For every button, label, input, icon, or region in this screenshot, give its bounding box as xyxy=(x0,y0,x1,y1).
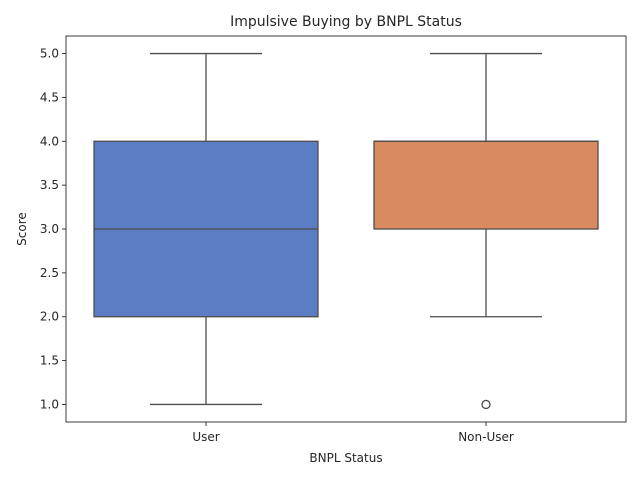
y-tick-label: 1.5 xyxy=(40,354,59,368)
y-tick-label: 1.0 xyxy=(40,397,59,411)
y-tick-label: 2.5 xyxy=(40,266,59,280)
y-tick-label: 2.0 xyxy=(40,310,59,324)
y-tick-label: 5.0 xyxy=(40,47,59,61)
box-group-non-user xyxy=(373,52,599,410)
x-axis: User Non-User xyxy=(192,422,514,444)
chart-title: Impulsive Buying by BNPL Status xyxy=(230,14,462,30)
y-tick-label: 3.5 xyxy=(40,178,59,192)
y-tick-label: 4.5 xyxy=(40,90,59,104)
y-axis-label: Score xyxy=(15,212,29,246)
box-group-user xyxy=(93,52,319,406)
y-axis: 1.0 1.5 2.0 2.5 3.0 3.5 4.0 4.5 5.0 xyxy=(40,47,66,411)
y-tick-label: 4.0 xyxy=(40,134,59,148)
boxes-layer xyxy=(93,52,599,410)
x-axis-label: BNPL Status xyxy=(309,451,382,465)
box-iqr xyxy=(373,140,599,230)
x-tick-label: Non-User xyxy=(458,430,514,444)
x-tick-label: User xyxy=(192,430,219,444)
y-tick-label: 3.0 xyxy=(40,222,59,236)
outlier-point xyxy=(481,399,491,410)
